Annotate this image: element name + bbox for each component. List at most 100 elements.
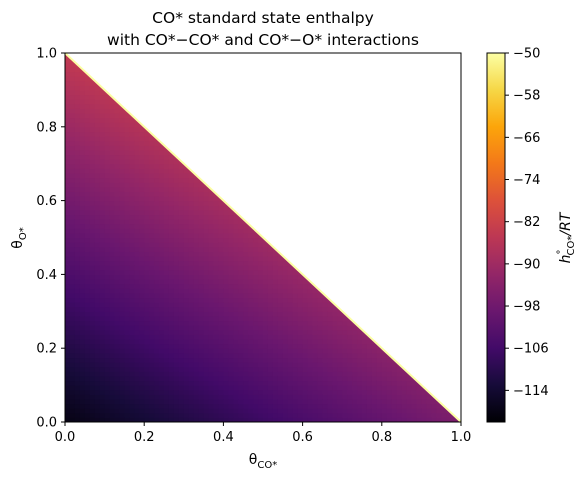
heatmap-cell bbox=[282, 417, 289, 422]
heatmap-cell bbox=[243, 380, 249, 386]
heatmap-cell bbox=[238, 385, 244, 391]
colorbar-tick-label: −82 bbox=[513, 215, 540, 230]
heatmap-cell bbox=[193, 279, 200, 285]
heatmap-cell bbox=[188, 200, 195, 206]
heatmap-cell bbox=[401, 417, 408, 422]
heatmap-cell bbox=[94, 371, 101, 377]
heatmap-cell bbox=[89, 214, 96, 220]
heatmap-cell bbox=[193, 251, 200, 257]
heatmap-cell bbox=[238, 279, 244, 285]
heatmap-cell bbox=[327, 403, 333, 409]
heatmap-cell bbox=[381, 362, 388, 368]
heatmap-cell bbox=[168, 380, 175, 386]
heatmap-cell bbox=[218, 214, 224, 220]
heatmap-cell bbox=[302, 288, 309, 294]
heatmap-cell bbox=[159, 302, 165, 308]
heatmap-cell bbox=[391, 394, 398, 400]
heatmap-cell bbox=[89, 145, 96, 151]
heatmap-cell bbox=[337, 366, 343, 372]
heatmap-cell bbox=[119, 131, 125, 137]
heatmap-cell bbox=[213, 237, 220, 243]
heatmap-cell bbox=[144, 246, 150, 252]
heatmap-cell bbox=[124, 366, 130, 372]
heatmap-cell bbox=[109, 371, 116, 377]
heatmap-cell bbox=[347, 412, 353, 418]
heatmap-cell bbox=[89, 195, 96, 202]
heatmap-cell bbox=[144, 398, 150, 405]
heatmap-cell bbox=[65, 283, 71, 289]
heatmap-cell bbox=[114, 122, 121, 128]
heatmap-cell bbox=[129, 228, 135, 234]
heatmap-cell bbox=[238, 232, 244, 239]
heatmap-cell bbox=[134, 122, 140, 128]
heatmap-cell bbox=[99, 172, 106, 179]
heatmap-cell bbox=[357, 398, 363, 405]
heatmap-cell bbox=[312, 334, 319, 340]
heatmap-cell bbox=[228, 325, 234, 331]
heatmap-cell bbox=[74, 103, 81, 109]
heatmap-cell bbox=[411, 403, 418, 409]
heatmap-cell bbox=[352, 385, 358, 391]
heatmap-cell bbox=[327, 315, 333, 322]
heatmap-cell bbox=[406, 375, 413, 382]
heatmap-cell bbox=[74, 269, 81, 275]
heatmap-cell bbox=[208, 385, 215, 391]
heatmap-cell bbox=[431, 417, 437, 422]
heatmap-cell bbox=[149, 362, 155, 368]
heatmap-cell bbox=[302, 343, 309, 349]
heatmap-cell bbox=[119, 315, 125, 322]
heatmap-cell bbox=[168, 177, 175, 183]
heatmap-cell bbox=[203, 214, 210, 220]
heatmap-cell bbox=[99, 112, 106, 119]
heatmap-cell bbox=[164, 279, 170, 285]
heatmap-cell bbox=[149, 159, 155, 165]
heatmap-cell bbox=[228, 292, 234, 299]
heatmap-cell bbox=[164, 398, 170, 405]
heatmap-cell bbox=[65, 80, 71, 86]
heatmap-cell bbox=[168, 320, 175, 326]
heatmap-cell bbox=[421, 412, 427, 418]
heatmap-cell bbox=[159, 389, 165, 395]
heatmap-cell bbox=[243, 242, 249, 248]
heatmap-cell bbox=[65, 205, 71, 211]
heatmap-cell bbox=[119, 334, 125, 340]
heatmap-cell bbox=[79, 94, 86, 100]
heatmap-cell bbox=[69, 362, 76, 368]
heatmap-cell bbox=[337, 385, 343, 391]
heatmap-cell bbox=[258, 371, 264, 377]
heatmap-cell bbox=[94, 283, 101, 289]
heatmap-cell bbox=[69, 306, 76, 312]
heatmap-cell bbox=[69, 320, 76, 326]
heatmap-cell bbox=[74, 292, 81, 299]
heatmap-cell bbox=[352, 375, 358, 382]
heatmap-cell bbox=[99, 126, 106, 133]
heatmap-cell bbox=[188, 352, 195, 359]
heatmap-cell bbox=[302, 279, 309, 285]
heatmap-cell bbox=[99, 260, 106, 266]
heatmap-cell bbox=[154, 315, 160, 322]
heatmap-cell bbox=[312, 357, 319, 363]
heatmap-cell bbox=[109, 329, 116, 335]
heatmap-cell bbox=[124, 334, 130, 340]
heatmap-cell bbox=[144, 292, 150, 299]
heatmap-cell bbox=[258, 352, 264, 359]
heatmap-cell bbox=[312, 375, 319, 382]
heatmap-cell bbox=[386, 375, 393, 382]
heatmap-cell bbox=[99, 306, 106, 312]
heatmap-cell bbox=[213, 292, 220, 299]
heatmap-cell bbox=[277, 343, 284, 349]
heatmap-cell bbox=[79, 209, 86, 216]
heatmap-cell bbox=[104, 403, 111, 409]
heatmap-cell bbox=[109, 288, 116, 294]
heatmap-cell bbox=[139, 200, 145, 206]
heatmap-cell bbox=[144, 417, 150, 422]
heatmap-cell bbox=[218, 288, 224, 294]
heatmap-cell bbox=[371, 412, 378, 418]
heatmap-cell bbox=[208, 209, 215, 216]
heatmap-cell bbox=[89, 159, 96, 165]
heatmap-cell bbox=[203, 362, 210, 368]
heatmap-cell bbox=[164, 237, 170, 243]
heatmap-cell bbox=[193, 195, 200, 202]
heatmap-cell bbox=[391, 403, 398, 409]
heatmap-cell bbox=[193, 232, 200, 239]
